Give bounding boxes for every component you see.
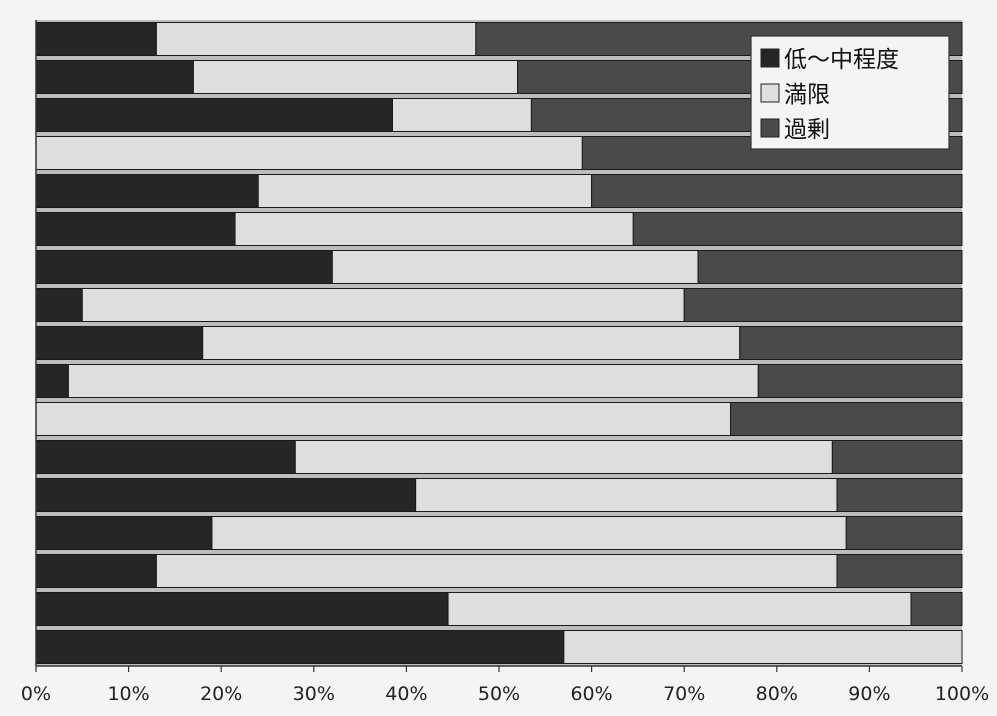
bar-segment-series-1-row-4	[257, 174, 593, 208]
bar-segment-series-0-row-4	[35, 174, 259, 208]
bar-segment-series-2-row-15	[910, 592, 963, 626]
x-tick-label: 100%	[935, 683, 989, 705]
legend-label-1: 満限	[784, 82, 830, 108]
bar-segment-series-0-row-14	[35, 554, 157, 588]
x-tick-label: 90%	[848, 683, 890, 705]
x-tick-label: 80%	[756, 683, 798, 705]
bar-segment-series-1-row-8	[202, 326, 741, 360]
bar-segment-series-1-row-7	[81, 288, 685, 322]
bar-segment-series-2-row-6	[697, 250, 963, 284]
bar-segment-series-2-row-7	[683, 288, 963, 322]
legend-label-0: 低～中程度	[784, 47, 899, 73]
x-tick-label: 20%	[200, 683, 242, 705]
bar-segment-series-1-row-13	[211, 516, 847, 550]
legend-swatch-0	[760, 48, 780, 68]
bar-segment-series-0-row-8	[35, 326, 204, 360]
bar-segment-series-1-row-12	[415, 478, 838, 512]
bar-segment-series-2-row-14	[836, 554, 963, 588]
x-tick-label: 70%	[663, 683, 705, 705]
bar-segment-series-0-row-0	[35, 22, 157, 56]
bar-segment-series-1-row-14	[155, 554, 838, 588]
bar-segment-series-2-row-13	[845, 516, 963, 550]
bar-segment-series-0-row-12	[35, 478, 417, 512]
bar-segment-series-1-row-15	[447, 592, 912, 626]
legend-swatch-2	[760, 118, 780, 138]
legend-box	[750, 35, 950, 150]
bar-segment-series-1-row-1	[192, 60, 519, 94]
bar-segment-series-2-row-9	[757, 364, 963, 398]
bar-segment-series-1-row-10	[35, 402, 731, 436]
bar-segment-series-0-row-15	[35, 592, 449, 626]
bar-segment-series-0-row-5	[35, 212, 236, 246]
bar-segment-series-2-row-5	[632, 212, 963, 246]
x-tick-label: 50%	[478, 683, 520, 705]
bar-segment-series-2-row-11	[831, 440, 963, 474]
bar-segment-series-2-row-10	[730, 402, 963, 436]
x-tick-label: 40%	[385, 683, 427, 705]
bar-segment-series-1-row-16	[563, 630, 963, 664]
x-tick-label: 30%	[293, 683, 335, 705]
legend-label-2: 過剰	[784, 117, 830, 143]
bar-segment-series-1-row-11	[294, 440, 833, 474]
bar-segment-series-0-row-11	[35, 440, 296, 474]
bar-segment-series-0-row-13	[35, 516, 213, 550]
bar-segment-series-1-row-5	[234, 212, 634, 246]
bar-segment-series-0-row-1	[35, 60, 194, 94]
bar-segment-series-2-row-4	[591, 174, 963, 208]
bar-segment-series-1-row-3	[35, 136, 583, 170]
bar-segment-series-0-row-16	[35, 630, 565, 664]
x-axis: 0% 10% 20% 30% 40% 50% 60% 70% 80% 90% 100%	[21, 20, 989, 705]
x-tick-label: 10%	[107, 683, 149, 705]
bar-segment-series-1-row-0	[155, 22, 477, 56]
bar-segment-series-0-row-2	[35, 98, 394, 132]
x-tick-label: 0%	[21, 683, 51, 705]
bar-segment-series-0-row-9	[35, 364, 69, 398]
bar-segment-series-0-row-6	[35, 250, 333, 284]
bar-segment-series-1-row-9	[67, 364, 759, 398]
bar-segment-series-0-row-7	[35, 288, 83, 322]
bar-segment-series-2-row-12	[836, 478, 963, 512]
bar-segment-series-2-row-8	[739, 326, 963, 360]
legend-swatch-1	[760, 83, 780, 103]
bar-segment-series-1-row-6	[331, 250, 699, 284]
x-tick-label: 60%	[570, 683, 612, 705]
bar-segment-series-1-row-2	[392, 98, 532, 132]
